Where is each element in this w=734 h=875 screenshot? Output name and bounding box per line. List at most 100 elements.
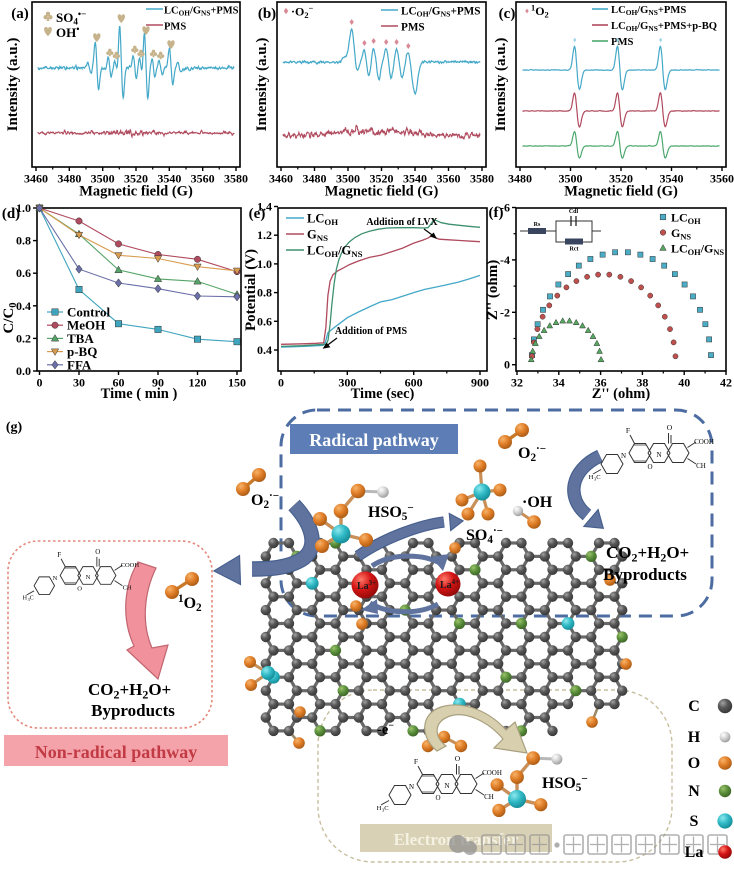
svg-text:3540: 3540 xyxy=(403,172,427,186)
svg-text:(d): (d) xyxy=(2,206,20,222)
svg-text:p-BQ: p-BQ xyxy=(67,344,97,359)
svg-text:3480: 3480 xyxy=(303,172,327,186)
svg-text:Rs: Rs xyxy=(534,222,541,228)
svg-text:C: C xyxy=(688,698,700,715)
svg-text:30: 30 xyxy=(73,376,85,390)
svg-text:C/C0: C/C0 xyxy=(1,302,19,333)
svg-text:LCOH/GNS+PMS: LCOH/GNS+PMS xyxy=(611,5,686,17)
svg-text:Addition of PMS: Addition of PMS xyxy=(335,326,408,337)
svg-text:Magnetic field (G): Magnetic field (G) xyxy=(79,184,193,200)
svg-text:Non-radical pathway: Non-radical pathway xyxy=(35,742,198,762)
svg-text:S: S xyxy=(690,813,699,830)
svg-text:LCOH/GNS+PMS: LCOH/GNS+PMS xyxy=(164,6,239,18)
svg-text:CO2+H2O+: CO2+H2O+ xyxy=(88,680,171,701)
svg-text:(c): (c) xyxy=(499,6,516,22)
svg-text:SO4•−: SO4•− xyxy=(56,9,86,27)
svg-text:1O2: 1O2 xyxy=(531,3,549,19)
svg-text:Time (sec): Time (sec) xyxy=(351,386,415,402)
svg-text:Magnetic field (G): Magnetic field (G) xyxy=(325,184,439,200)
svg-text:(g): (g) xyxy=(6,420,23,435)
svg-text:1O2: 1O2 xyxy=(178,593,202,614)
svg-text:3520: 3520 xyxy=(609,172,633,186)
svg-text:120: 120 xyxy=(189,376,207,390)
svg-text:0: 0 xyxy=(278,376,284,390)
svg-text:3540: 3540 xyxy=(157,172,181,186)
svg-text:0: 0 xyxy=(504,358,510,372)
svg-text:Addition of LVX: Addition of LVX xyxy=(366,217,438,228)
svg-text:3580: 3580 xyxy=(224,172,248,186)
svg-text:LCOH/GNS: LCOH/GNS xyxy=(307,244,363,260)
svg-text:1.2: 1.2 xyxy=(257,228,272,242)
svg-text:Radical pathway: Radical pathway xyxy=(309,430,439,450)
svg-text:·O2−: ·O2− xyxy=(291,4,314,20)
svg-text:(b): (b) xyxy=(258,6,276,22)
svg-text:32: 32 xyxy=(511,376,523,390)
svg-text:1.0: 1.0 xyxy=(16,201,31,215)
svg-text:PMS: PMS xyxy=(164,22,186,33)
svg-text:-2: -2 xyxy=(500,305,510,319)
svg-text:38: 38 xyxy=(636,376,648,390)
svg-text:1.4: 1.4 xyxy=(257,200,272,214)
svg-text:3480: 3480 xyxy=(57,172,81,186)
svg-text:FFA: FFA xyxy=(67,357,92,372)
svg-text:La: La xyxy=(685,844,704,861)
svg-text:3560: 3560 xyxy=(191,172,215,186)
svg-text:3560: 3560 xyxy=(437,172,461,186)
svg-text:La4+: La4+ xyxy=(440,578,459,591)
svg-text:3580: 3580 xyxy=(470,172,494,186)
svg-text:0.8: 0.8 xyxy=(16,234,31,248)
svg-text:·OH: ·OH xyxy=(522,494,553,511)
svg-text:40: 40 xyxy=(678,376,690,390)
svg-text:Time ( min ): Time ( min ) xyxy=(101,386,178,402)
svg-text:LCOH/GNS+PMS: LCOH/GNS+PMS xyxy=(401,6,480,19)
svg-text:O: O xyxy=(688,755,700,772)
svg-text:-6: -6 xyxy=(500,201,510,215)
svg-text:CO2+H2O+: CO2+H2O+ xyxy=(606,543,689,564)
svg-text:LCOH: LCOH xyxy=(307,212,338,228)
svg-text:3540: 3540 xyxy=(660,172,684,186)
svg-text:PMS: PMS xyxy=(401,22,425,34)
svg-text:0.6: 0.6 xyxy=(257,314,272,328)
svg-text:3560: 3560 xyxy=(710,172,734,186)
svg-text:0.4: 0.4 xyxy=(16,299,31,313)
svg-text:Rct: Rct xyxy=(570,247,579,253)
svg-text:-e−: -e− xyxy=(377,721,394,739)
svg-text:H: H xyxy=(688,729,701,746)
svg-text:Control: Control xyxy=(67,305,110,320)
svg-text:Z'' (ohm): Z'' (ohm) xyxy=(592,386,651,402)
svg-text:0.6: 0.6 xyxy=(16,266,31,280)
svg-text:3460: 3460 xyxy=(24,172,48,186)
svg-text:(a): (a) xyxy=(11,6,29,22)
svg-text:N: N xyxy=(688,783,700,800)
svg-text:(f): (f) xyxy=(489,205,504,221)
svg-text:OH•: OH• xyxy=(56,24,79,40)
svg-text:3520: 3520 xyxy=(370,172,394,186)
svg-text:36: 36 xyxy=(595,376,607,390)
svg-text:Intensity (a.u.): Intensity (a.u.) xyxy=(254,38,270,132)
svg-text:0.0: 0.0 xyxy=(16,364,31,378)
svg-text:MeOH: MeOH xyxy=(67,318,105,333)
svg-text:Byproducts: Byproducts xyxy=(603,565,687,584)
svg-text:3520: 3520 xyxy=(124,172,148,186)
svg-text:3500: 3500 xyxy=(336,172,360,186)
svg-text:LCOH/GNS: LCOH/GNS xyxy=(671,242,724,257)
svg-text:GNS: GNS xyxy=(307,228,328,244)
svg-text:GNS: GNS xyxy=(671,226,691,241)
svg-text:O2·−: O2·− xyxy=(518,443,546,464)
svg-text:O2·−: O2·− xyxy=(251,490,279,511)
svg-text:34: 34 xyxy=(553,376,565,390)
svg-text:3460: 3460 xyxy=(269,172,293,186)
svg-text:90: 90 xyxy=(152,376,164,390)
svg-text:HSO5−: HSO5− xyxy=(368,502,414,523)
svg-text:SO4·−: SO4·− xyxy=(466,525,503,546)
svg-text:0.4: 0.4 xyxy=(257,343,272,357)
svg-text:150: 150 xyxy=(228,376,246,390)
svg-text:HSO5−: HSO5− xyxy=(542,773,588,794)
svg-text:La3+: La3+ xyxy=(357,579,376,592)
svg-text:1.0: 1.0 xyxy=(257,257,272,271)
svg-text:900: 900 xyxy=(471,376,489,390)
svg-text:600: 600 xyxy=(405,376,423,390)
svg-text:3500: 3500 xyxy=(91,172,115,186)
svg-text:Byproducts: Byproducts xyxy=(91,701,175,720)
svg-text:-4: -4 xyxy=(500,253,510,267)
